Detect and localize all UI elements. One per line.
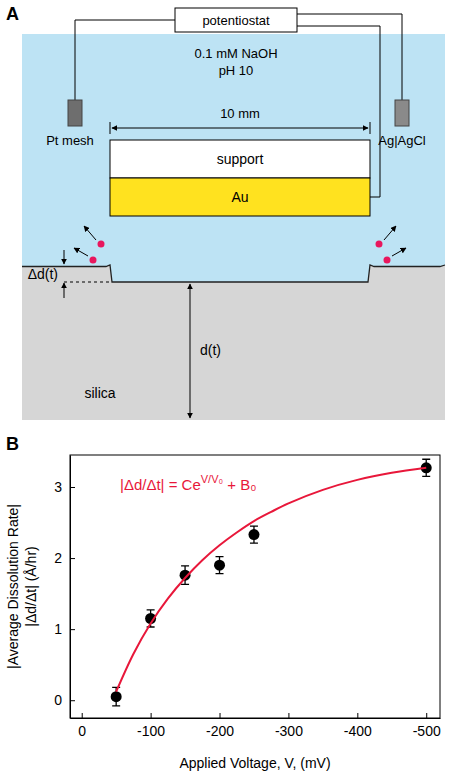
y-tick-label: 1	[54, 621, 62, 637]
y-axis-line	[70, 456, 71, 719]
y-tick-label: 3	[54, 479, 62, 495]
panel-letter: A	[6, 4, 19, 24]
fit-curve	[116, 468, 426, 692]
data-point	[111, 691, 122, 702]
x-tick-label: 0	[78, 723, 86, 739]
y-axis-title: |Δd/Δt| (Å/hr)	[23, 546, 39, 626]
y-tick: 3	[54, 479, 75, 495]
panel-b: B 0 -100 -200 -300 -400 -500 0 1 2 3 Applied Voltag…	[5, 434, 441, 771]
flux-arrow	[384, 226, 396, 240]
x-tick-mark	[288, 713, 289, 718]
silica	[22, 265, 445, 420]
recess-arrow	[64, 283, 65, 298]
x-tick-mark	[357, 713, 358, 718]
width-label: 10 mm	[220, 106, 260, 121]
ref-electrode	[395, 100, 409, 126]
gold-label: Au	[231, 189, 248, 205]
x-tick: -200	[206, 713, 234, 739]
species	[384, 257, 391, 264]
silica-label: silica	[84, 385, 115, 401]
x-axis: 0 -100 -200 -300 -400 -500	[71, 713, 441, 739]
electrode-label: Pt mesh	[46, 133, 94, 148]
solution-label: 0.1 mM NaOH	[194, 46, 277, 61]
x-tick-label: -300	[275, 723, 303, 739]
solution	[22, 34, 445, 284]
equation-part: + B₀	[223, 476, 256, 493]
y-tick-mark	[70, 700, 75, 701]
x-tick-label: -500	[413, 723, 441, 739]
x-tick: 0	[78, 713, 86, 739]
y-axis: 0 1 2 3	[54, 456, 75, 719]
x-tick-mark	[82, 713, 83, 718]
width-arrow	[112, 128, 368, 129]
y-tick-label: 2	[54, 550, 62, 566]
recess-label: Δd(t)	[28, 266, 58, 282]
width-ticks	[110, 122, 370, 134]
equation-exponent: V/V₀	[201, 473, 223, 485]
wire	[75, 20, 175, 100]
y-tick: 0	[54, 692, 75, 708]
x-tick-mark	[220, 713, 221, 718]
fit-equation: |Δd/Δt| = CeV/V₀ + B₀	[120, 473, 256, 493]
y-tick-mark	[70, 487, 75, 488]
panel-letter: B	[6, 434, 19, 454]
x-tick: -100	[137, 713, 165, 739]
y-tick: 1	[54, 621, 75, 637]
support-label: support	[217, 151, 264, 167]
flux-arrow	[84, 226, 96, 240]
y-tick: 2	[54, 550, 75, 566]
x-tick-mark	[151, 713, 152, 718]
thickness-label: d(t)	[200, 342, 221, 358]
wire	[297, 14, 402, 100]
recess-arrow	[64, 250, 65, 264]
equation-part: |Δd/Δt| = Ce	[120, 476, 201, 493]
solution-label: pH 10	[219, 63, 254, 78]
x-tick: -400	[344, 713, 372, 739]
gold	[110, 178, 370, 216]
plot-frame	[70, 455, 440, 718]
x-axis-title: Applied Voltage, V, (mV)	[179, 755, 330, 771]
x-tick: -500	[413, 713, 441, 739]
x-tick-label: -200	[206, 723, 234, 739]
flux-arrow	[74, 248, 88, 256]
data-point	[248, 529, 259, 540]
electrode-label: Ag|AgCl	[378, 133, 426, 148]
support	[110, 140, 370, 178]
y-tick-mark	[70, 629, 75, 630]
potentiostat-box	[175, 8, 297, 32]
x-tick-label: -100	[137, 723, 165, 739]
figure: Apotentiostat 0.1 mM NaOH pH 10 Pt mesh Ag|A…	[0, 0, 457, 779]
y-tick-label: 0	[54, 692, 62, 708]
species	[98, 241, 105, 248]
species	[376, 241, 383, 248]
x-tick: -300	[275, 713, 303, 739]
plot-area	[111, 459, 432, 706]
panel-a: Apotentiostat 0.1 mM NaOH pH 10 Pt mesh Ag|A…	[6, 4, 445, 420]
silica-surface	[22, 265, 445, 282]
flux-arrow	[392, 248, 406, 256]
thickness-arrow	[190, 284, 191, 418]
x-tick-label: -400	[344, 723, 372, 739]
x-axis-line	[71, 718, 441, 719]
data-point	[214, 560, 225, 571]
species	[90, 257, 97, 264]
potentiostat-label: potentiostat	[202, 13, 270, 28]
recess-line	[64, 282, 110, 283]
pt-electrode	[68, 100, 82, 126]
y-tick-mark	[70, 558, 75, 559]
y-axis-title: |Average Dissolution Rate|	[5, 504, 21, 669]
x-tick-mark	[426, 713, 427, 718]
